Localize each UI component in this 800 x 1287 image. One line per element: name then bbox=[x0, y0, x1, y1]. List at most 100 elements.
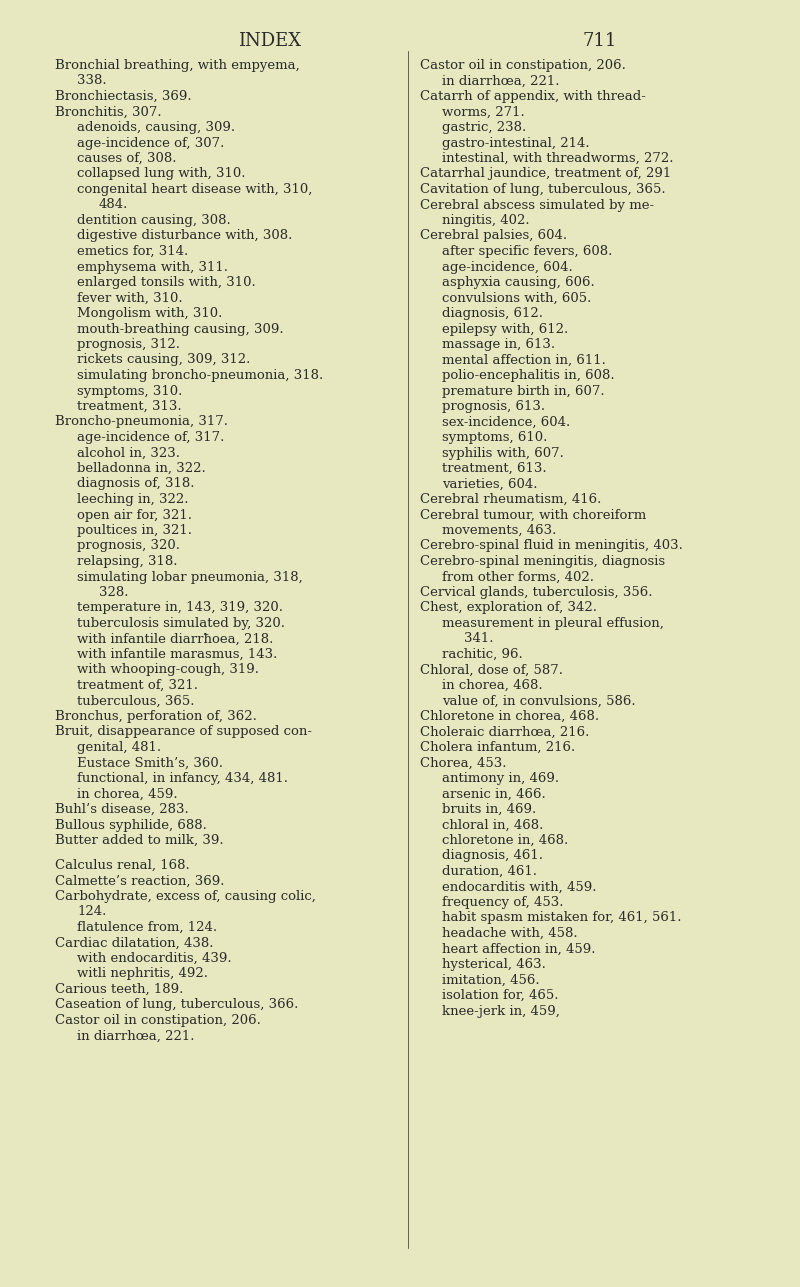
Text: Cerebral rheumatism, 416.: Cerebral rheumatism, 416. bbox=[420, 493, 602, 506]
Text: habit spasm mistaken for, 461, 561.: habit spasm mistaken for, 461, 561. bbox=[442, 911, 682, 924]
Text: Carbohydrate, excess of, causing colic,: Carbohydrate, excess of, causing colic, bbox=[55, 889, 316, 902]
Text: tuberculous, 365.: tuberculous, 365. bbox=[77, 695, 194, 708]
Text: 484.: 484. bbox=[99, 198, 128, 211]
Text: Bronchitis, 307.: Bronchitis, 307. bbox=[55, 106, 162, 118]
Text: diagnosis of, 318.: diagnosis of, 318. bbox=[77, 477, 194, 490]
Text: imitation, 456.: imitation, 456. bbox=[442, 973, 540, 987]
Text: Eustace Smith’s, 360.: Eustace Smith’s, 360. bbox=[77, 757, 223, 770]
Text: Mongolism with, 310.: Mongolism with, 310. bbox=[77, 308, 222, 320]
Text: temperature in, 143, 319, 320.: temperature in, 143, 319, 320. bbox=[77, 601, 283, 614]
Text: 341.: 341. bbox=[464, 632, 494, 646]
Text: prognosis, 613.: prognosis, 613. bbox=[442, 400, 545, 413]
Text: endocarditis with, 459.: endocarditis with, 459. bbox=[442, 880, 597, 893]
Text: Catarrh of appendix, with thread-: Catarrh of appendix, with thread- bbox=[420, 90, 646, 103]
Text: Cholera infantum, 216.: Cholera infantum, 216. bbox=[420, 741, 575, 754]
Text: Bronchiectasis, 369.: Bronchiectasis, 369. bbox=[55, 90, 192, 103]
Text: with infantile marasmus, 143.: with infantile marasmus, 143. bbox=[77, 647, 278, 662]
Text: emphysema with, 311.: emphysema with, 311. bbox=[77, 260, 228, 274]
Text: Cerebral palsies, 604.: Cerebral palsies, 604. bbox=[420, 229, 567, 242]
Text: with endocarditis, 439.: with endocarditis, 439. bbox=[77, 952, 232, 965]
Text: Cardiac dilatation, 438.: Cardiac dilatation, 438. bbox=[55, 937, 214, 950]
Text: relapsing, 318.: relapsing, 318. bbox=[77, 555, 178, 568]
Text: heart affection in, 459.: heart affection in, 459. bbox=[442, 942, 595, 955]
Text: enlarged tonsils with, 310.: enlarged tonsils with, 310. bbox=[77, 275, 256, 290]
Text: varieties, 604.: varieties, 604. bbox=[442, 477, 538, 490]
Text: sex-incidence, 604.: sex-incidence, 604. bbox=[442, 416, 570, 429]
Text: functional, in infancy, 434, 481.: functional, in infancy, 434, 481. bbox=[77, 772, 288, 785]
Text: flatulence from, 124.: flatulence from, 124. bbox=[77, 920, 217, 934]
Text: Castor oil in constipation, 206.: Castor oil in constipation, 206. bbox=[55, 1014, 261, 1027]
Text: Calmette’s reaction, 369.: Calmette’s reaction, 369. bbox=[55, 874, 225, 887]
Text: Broncho-pneumonia, 317.: Broncho-pneumonia, 317. bbox=[55, 416, 228, 429]
Text: after specific fevers, 608.: after specific fevers, 608. bbox=[442, 245, 612, 257]
Text: prognosis, 312.: prognosis, 312. bbox=[77, 338, 180, 351]
Text: Bruit, disappearance of supposed con-: Bruit, disappearance of supposed con- bbox=[55, 726, 312, 739]
Text: Chloretone in chorea, 468.: Chloretone in chorea, 468. bbox=[420, 710, 599, 723]
Text: in chorea, 459.: in chorea, 459. bbox=[77, 788, 178, 801]
Text: with infantile diarrħoea, 218.: with infantile diarrħoea, 218. bbox=[77, 632, 274, 646]
Text: rickets causing, 309, 312.: rickets causing, 309, 312. bbox=[77, 354, 250, 367]
Text: from other forms, 402.: from other forms, 402. bbox=[442, 570, 594, 583]
Text: age-incidence of, 317.: age-incidence of, 317. bbox=[77, 431, 224, 444]
Text: Carious teeth, 189.: Carious teeth, 189. bbox=[55, 983, 183, 996]
Text: antimony in, 469.: antimony in, 469. bbox=[442, 772, 559, 785]
Text: syphilis with, 607.: syphilis with, 607. bbox=[442, 447, 564, 459]
Text: chloretone in, 468.: chloretone in, 468. bbox=[442, 834, 568, 847]
Text: gastro-intestinal, 214.: gastro-intestinal, 214. bbox=[442, 136, 590, 149]
Text: simulating broncho-pneumonia, 318.: simulating broncho-pneumonia, 318. bbox=[77, 369, 323, 382]
Text: fever with, 310.: fever with, 310. bbox=[77, 291, 182, 305]
Text: Cavitation of lung, tuberculous, 365.: Cavitation of lung, tuberculous, 365. bbox=[420, 183, 666, 196]
Text: Cerebral abscess simulated by me-: Cerebral abscess simulated by me- bbox=[420, 198, 654, 211]
Text: simulating lobar pneumonia, 318,: simulating lobar pneumonia, 318, bbox=[77, 570, 302, 583]
Text: mental affection in, 611.: mental affection in, 611. bbox=[442, 354, 606, 367]
Text: massage in, 613.: massage in, 613. bbox=[442, 338, 555, 351]
Text: movements, 463.: movements, 463. bbox=[442, 524, 556, 537]
Text: convulsions with, 605.: convulsions with, 605. bbox=[442, 291, 591, 305]
Text: duration, 461.: duration, 461. bbox=[442, 865, 537, 878]
Text: symptoms, 610.: symptoms, 610. bbox=[442, 431, 547, 444]
Text: bruits in, 469.: bruits in, 469. bbox=[442, 803, 536, 816]
Text: tuberculosis simulated by, 320.: tuberculosis simulated by, 320. bbox=[77, 616, 285, 631]
Text: in diarrhœa, 221.: in diarrhœa, 221. bbox=[77, 1030, 194, 1042]
Text: poultices in, 321.: poultices in, 321. bbox=[77, 524, 192, 537]
Text: Bronchus, perforation of, 362.: Bronchus, perforation of, 362. bbox=[55, 710, 257, 723]
Text: dentition causing, 308.: dentition causing, 308. bbox=[77, 214, 230, 227]
Text: witli nephritis, 492.: witli nephritis, 492. bbox=[77, 968, 208, 981]
Text: diagnosis, 461.: diagnosis, 461. bbox=[442, 849, 543, 862]
Text: worms, 271.: worms, 271. bbox=[442, 106, 525, 118]
Text: polio-encephalitis in, 608.: polio-encephalitis in, 608. bbox=[442, 369, 614, 382]
Text: open air for, 321.: open air for, 321. bbox=[77, 508, 192, 521]
Text: leeching in, 322.: leeching in, 322. bbox=[77, 493, 189, 506]
Text: Butter added to milk, 39.: Butter added to milk, 39. bbox=[55, 834, 224, 847]
Text: mouth-breathing causing, 309.: mouth-breathing causing, 309. bbox=[77, 323, 284, 336]
Text: frequency of, 453.: frequency of, 453. bbox=[442, 896, 563, 909]
Text: value of, in convulsions, 586.: value of, in convulsions, 586. bbox=[442, 695, 636, 708]
Text: gastric, 238.: gastric, 238. bbox=[442, 121, 526, 134]
Text: Castor oil in constipation, 206.: Castor oil in constipation, 206. bbox=[420, 59, 626, 72]
Text: genital, 481.: genital, 481. bbox=[77, 741, 161, 754]
Text: age-incidence, 604.: age-incidence, 604. bbox=[442, 260, 573, 274]
Text: Bronchial breathing, with empyema,: Bronchial breathing, with empyema, bbox=[55, 59, 300, 72]
Text: ningitis, 402.: ningitis, 402. bbox=[442, 214, 530, 227]
Text: 124.: 124. bbox=[77, 905, 106, 919]
Text: Cerebro-spinal meningitis, diagnosis: Cerebro-spinal meningitis, diagnosis bbox=[420, 555, 665, 568]
Text: Buhl’s disease, 283.: Buhl’s disease, 283. bbox=[55, 803, 189, 816]
Text: 328.: 328. bbox=[99, 586, 129, 598]
Text: causes of, 308.: causes of, 308. bbox=[77, 152, 177, 165]
Text: headache with, 458.: headache with, 458. bbox=[442, 927, 578, 940]
Text: prognosis, 320.: prognosis, 320. bbox=[77, 539, 180, 552]
Text: Caseation of lung, tuberculous, 366.: Caseation of lung, tuberculous, 366. bbox=[55, 999, 298, 1012]
Text: congenital heart disease with, 310,: congenital heart disease with, 310, bbox=[77, 183, 312, 196]
Text: Catarrhal jaundice, treatment of, 291: Catarrhal jaundice, treatment of, 291 bbox=[420, 167, 671, 180]
Text: Chloral, dose of, 587.: Chloral, dose of, 587. bbox=[420, 664, 563, 677]
Text: alcohol in, 323.: alcohol in, 323. bbox=[77, 447, 180, 459]
Text: belladonna in, 322.: belladonna in, 322. bbox=[77, 462, 206, 475]
Text: Choleraic diarrhœa, 216.: Choleraic diarrhœa, 216. bbox=[420, 726, 590, 739]
Text: treatment of, 321.: treatment of, 321. bbox=[77, 680, 198, 692]
Text: Cervical glands, tuberculosis, 356.: Cervical glands, tuberculosis, 356. bbox=[420, 586, 653, 598]
Text: intestinal, with threadworms, 272.: intestinal, with threadworms, 272. bbox=[442, 152, 674, 165]
Text: collapsed lung with, 310.: collapsed lung with, 310. bbox=[77, 167, 246, 180]
Text: age-incidence of, 307.: age-incidence of, 307. bbox=[77, 136, 224, 149]
Text: 338.: 338. bbox=[77, 75, 106, 88]
Text: asphyxia causing, 606.: asphyxia causing, 606. bbox=[442, 275, 594, 290]
